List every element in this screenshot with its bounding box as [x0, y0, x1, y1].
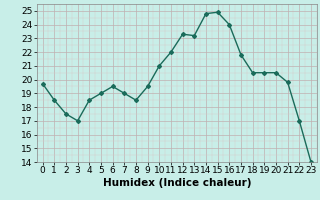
- X-axis label: Humidex (Indice chaleur): Humidex (Indice chaleur): [102, 178, 251, 188]
